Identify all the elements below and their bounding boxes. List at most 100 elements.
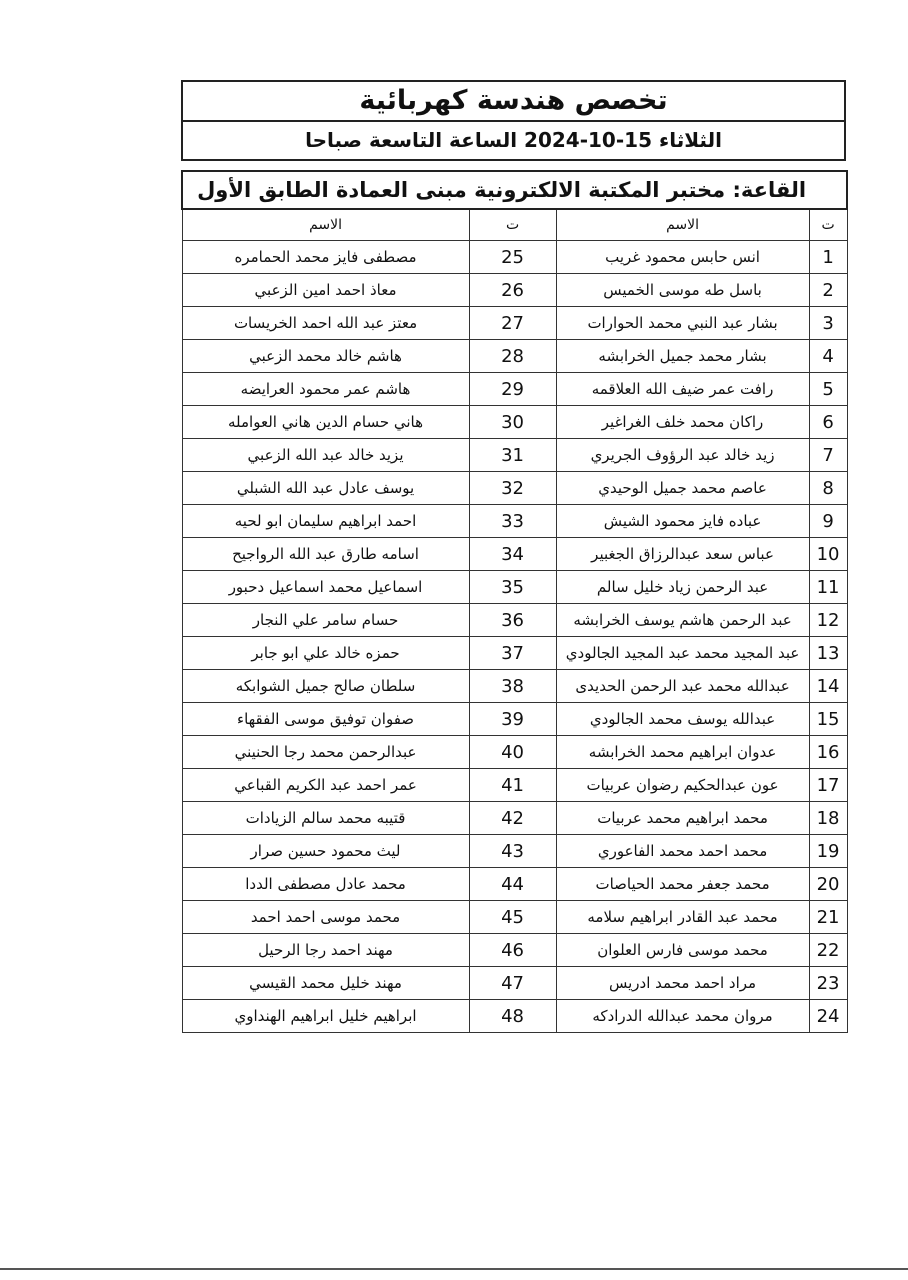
row-number: 28: [468, 339, 557, 373]
student-name: عدوان ابراهيم محمد الخرابشه: [555, 735, 810, 769]
row-number: 18: [808, 801, 848, 835]
table-row: 7 زيد خالد عبد الرؤوف الجريري 31 يزيد خالد …: [181, 438, 848, 472]
student-name: حمزه خالد علي ابو جابر: [181, 636, 470, 670]
student-name: سلطان صالح جميل الشوابكه: [181, 669, 470, 703]
row-number: 16: [808, 735, 848, 769]
student-name: محمد عبد القادر ابراهيم سلامه: [555, 900, 810, 934]
row-number: 35: [468, 570, 557, 604]
table-row: 10 عباس سعد عبدالرزاق الجغبير 34 اسامه طارق…: [181, 537, 848, 571]
table-row: 4 بشار محمد جميل الخرابشه 28 هاشم خالد محمد…: [181, 339, 848, 373]
student-name: يوسف عادل عبد الله الشبلي: [181, 471, 470, 505]
room-caption: القاعة: مختبر المكتبة الالكترونية مبنى ا…: [180, 170, 849, 210]
table-row: 19 محمد احمد محمد الفاعوري 43 ليث محمود حسي…: [181, 834, 848, 868]
row-number: 4: [808, 339, 848, 373]
row-number: 41: [468, 768, 557, 802]
student-name: مروان محمد عبدالله الدرادكه: [555, 999, 810, 1033]
row-number: 9: [808, 504, 848, 538]
student-name: احمد ابراهيم سليمان ابو لحيه: [181, 504, 470, 538]
row-number: 7: [808, 438, 848, 472]
row-number: 23: [808, 966, 848, 1000]
row-number: 32: [468, 471, 557, 505]
student-name: عباده فايز محمود الشيش: [555, 504, 810, 538]
row-number: 38: [468, 669, 557, 703]
row-number: 1: [808, 240, 848, 274]
row-number: 19: [808, 834, 848, 868]
table-row: 1 انس حابس محمود غريب 25 مصطفى فايز محمد ال…: [181, 240, 848, 274]
row-number: 5: [808, 372, 848, 406]
row-number: 26: [468, 273, 557, 307]
table-row: 6 راكان محمد خلف الغراغير 30 هاني حسام الدي…: [181, 405, 848, 439]
table-row: 14 عبدالله محمد عبد الرحمن الحديدى 38 سلطان…: [181, 669, 848, 703]
row-number: 40: [468, 735, 557, 769]
student-name: رافت عمر ضيف الله العلاقمه: [555, 372, 810, 406]
student-name: عون عبدالحكيم رضوان عربيات: [555, 768, 810, 802]
row-number: 37: [468, 636, 557, 670]
table-row: 15 عبدالله يوسف محمد الجالودي 39 صفوان توفي…: [181, 702, 848, 736]
column-header-number: ت: [468, 208, 557, 241]
row-number: 14: [808, 669, 848, 703]
student-name: اسماعيل محمد اسماعيل دحبور: [181, 570, 470, 604]
student-name: هاني حسام الدين هاني العوامله: [181, 405, 470, 439]
table-row: 8 عاصم محمد جميل الوحيدي 32 يوسف عادل عبد ا…: [181, 471, 848, 505]
row-number: 36: [468, 603, 557, 637]
table-row: 20 محمد جعفر محمد الحياصات 44 محمد عادل مصط…: [181, 867, 848, 901]
student-name: محمد موسى فارس العلوان: [555, 933, 810, 967]
student-list-table: القاعة: مختبر المكتبة الالكترونية مبنى ا…: [180, 170, 849, 1033]
row-number: 21: [808, 900, 848, 934]
row-number: 44: [468, 867, 557, 901]
row-number: 6: [808, 405, 848, 439]
row-number: 46: [468, 933, 557, 967]
row-number: 10: [808, 537, 848, 571]
row-number: 42: [468, 801, 557, 835]
row-number: 27: [468, 306, 557, 340]
column-header-name: الاسم: [555, 208, 810, 241]
student-name: زيد خالد عبد الرؤوف الجريري: [555, 438, 810, 472]
student-name: راكان محمد خلف الغراغير: [555, 405, 810, 439]
student-name: حسام سامر علي النجار: [181, 603, 470, 637]
student-name: عمر احمد عبد الكريم القباعي: [181, 768, 470, 802]
table-row: 18 محمد ابراهيم محمد عربيات 42 قتيبه محمد س…: [181, 801, 848, 835]
student-name: محمد موسى احمد احمد: [181, 900, 470, 934]
student-name: عبدالرحمن محمد رجا الحنيني: [181, 735, 470, 769]
row-number: 24: [808, 999, 848, 1033]
table-row: 13 عبد المجيد محمد عبد المجيد الجالودي 37 ح…: [181, 636, 848, 670]
document-header: تخصص هندسة كهربائية الثلاثاء 15-10-2024 …: [181, 80, 846, 161]
student-name: عبد المجيد محمد عبد المجيد الجالودي: [555, 636, 810, 670]
row-number: 11: [808, 570, 848, 604]
student-name: بشار عبد النبي محمد الحوارات: [555, 306, 810, 340]
student-name: عبد الرحمن زياد خليل سالم: [555, 570, 810, 604]
student-name: مراد احمد محمد ادريس: [555, 966, 810, 1000]
row-number: 31: [468, 438, 557, 472]
student-name: عبد الرحمن هاشم يوسف الخرابشه: [555, 603, 810, 637]
table-row: 21 محمد عبد القادر ابراهيم سلامه 45 محمد مو…: [181, 900, 848, 934]
table-row: 17 عون عبدالحكيم رضوان عربيات 41 عمر احمد ع…: [181, 768, 848, 802]
student-name: يزيد خالد عبد الله الزعبي: [181, 438, 470, 472]
row-number: 39: [468, 702, 557, 736]
student-name: محمد احمد محمد الفاعوري: [555, 834, 810, 868]
student-name: انس حابس محمود غريب: [555, 240, 810, 274]
row-number: 17: [808, 768, 848, 802]
table-row: 23 مراد احمد محمد ادريس 47 مهند خليل محمد ا…: [181, 966, 848, 1000]
row-number: 30: [468, 405, 557, 439]
student-name: باسل طه موسى الخميس: [555, 273, 810, 307]
row-number: 13: [808, 636, 848, 670]
student-name: بشار محمد جميل الخرابشه: [555, 339, 810, 373]
row-number: 12: [808, 603, 848, 637]
row-number: 48: [468, 999, 557, 1033]
row-number: 45: [468, 900, 557, 934]
table-row: 11 عبد الرحمن زياد خليل سالم 35 اسماعيل محم…: [181, 570, 848, 604]
row-number: 2: [808, 273, 848, 307]
row-number: 47: [468, 966, 557, 1000]
student-name: مصطفى فايز محمد الحمامره: [181, 240, 470, 274]
student-name: عباس سعد عبدالرزاق الجغبير: [555, 537, 810, 571]
row-number: 22: [808, 933, 848, 967]
student-name: عاصم محمد جميل الوحيدي: [555, 471, 810, 505]
table-row: 5 رافت عمر ضيف الله العلاقمه 29 هاشم عمر مح…: [181, 372, 848, 406]
table-row: 12 عبد الرحمن هاشم يوسف الخرابشه 36 حسام سا…: [181, 603, 848, 637]
student-name: ليث محمود حسين صرار: [181, 834, 470, 868]
row-number: 3: [808, 306, 848, 340]
table-row: 9 عباده فايز محمود الشيش 33 احمد ابراهيم سل…: [181, 504, 848, 538]
student-name: ابراهيم خليل ابراهيم الهنداوي: [181, 999, 470, 1033]
student-name: هاشم خالد محمد الزعبي: [181, 339, 470, 373]
student-name: عبدالله محمد عبد الرحمن الحديدى: [555, 669, 810, 703]
